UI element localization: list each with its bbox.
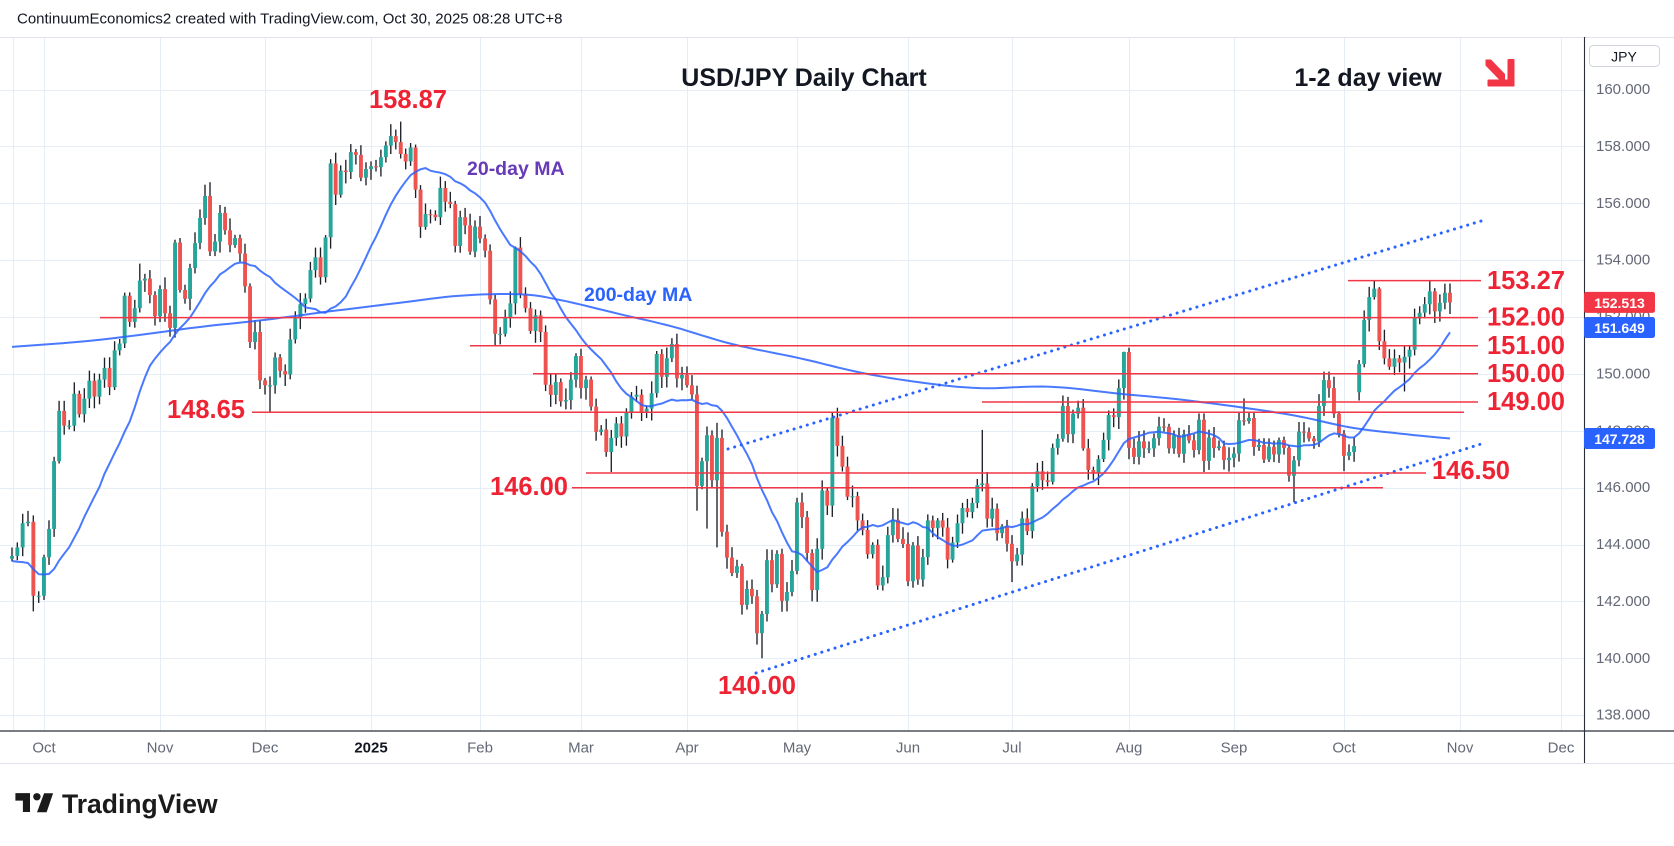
- svg-text:Oct: Oct: [32, 740, 56, 757]
- svg-text:153.27: 153.27: [1487, 267, 1565, 295]
- svg-text:Aug: Aug: [1116, 740, 1143, 757]
- svg-text:146.50: 146.50: [1432, 457, 1510, 485]
- svg-text:138.000: 138.000: [1596, 707, 1650, 724]
- svg-text:JPY: JPY: [1611, 49, 1637, 65]
- svg-text:146.000: 146.000: [1596, 479, 1650, 496]
- svg-text:158.000: 158.000: [1596, 138, 1650, 155]
- svg-text:150.00: 150.00: [1487, 360, 1565, 388]
- svg-text:152.00: 152.00: [1487, 304, 1565, 332]
- svg-text:TradingView: TradingView: [62, 789, 218, 819]
- svg-text:1-2 day view: 1-2 day view: [1294, 64, 1442, 92]
- svg-text:152.513: 152.513: [1594, 295, 1645, 311]
- svg-text:140.000: 140.000: [1596, 650, 1650, 667]
- svg-text:Apr: Apr: [675, 740, 698, 757]
- svg-text:2025: 2025: [354, 740, 387, 757]
- svg-text:149.00: 149.00: [1487, 388, 1565, 416]
- svg-text:160.000: 160.000: [1596, 81, 1650, 98]
- svg-text:Nov: Nov: [147, 740, 174, 757]
- svg-text:200-day MA: 200-day MA: [584, 284, 692, 306]
- svg-text:158.87: 158.87: [369, 86, 447, 114]
- svg-text:154.000: 154.000: [1596, 252, 1650, 269]
- svg-text:140.00: 140.00: [718, 672, 796, 700]
- svg-text:Jul: Jul: [1002, 740, 1021, 757]
- svg-text:Dec: Dec: [1548, 740, 1575, 757]
- svg-text:156.000: 156.000: [1596, 195, 1650, 212]
- svg-text:Nov: Nov: [1447, 740, 1474, 757]
- svg-text:150.000: 150.000: [1596, 365, 1650, 382]
- svg-text:Feb: Feb: [467, 740, 493, 757]
- svg-text:Jun: Jun: [896, 740, 920, 757]
- svg-text:151.649: 151.649: [1594, 320, 1645, 336]
- svg-text:147.728: 147.728: [1594, 431, 1645, 447]
- svg-text:Sep: Sep: [1221, 740, 1248, 757]
- svg-text:Dec: Dec: [252, 740, 279, 757]
- svg-text:151.00: 151.00: [1487, 332, 1565, 360]
- svg-text:148.65: 148.65: [167, 396, 245, 424]
- svg-text:146.00: 146.00: [490, 473, 568, 501]
- svg-text:USD/JPY Daily Chart: USD/JPY Daily Chart: [681, 64, 927, 92]
- svg-text:142.000: 142.000: [1596, 593, 1650, 610]
- svg-text:Oct: Oct: [1332, 740, 1356, 757]
- svg-text:Mar: Mar: [568, 740, 594, 757]
- svg-text:May: May: [783, 740, 812, 757]
- svg-text:ContinuumEconomics2 created wi: ContinuumEconomics2 created with Trading…: [17, 11, 562, 28]
- svg-text:20-day MA: 20-day MA: [467, 158, 565, 180]
- svg-text:144.000: 144.000: [1596, 536, 1650, 553]
